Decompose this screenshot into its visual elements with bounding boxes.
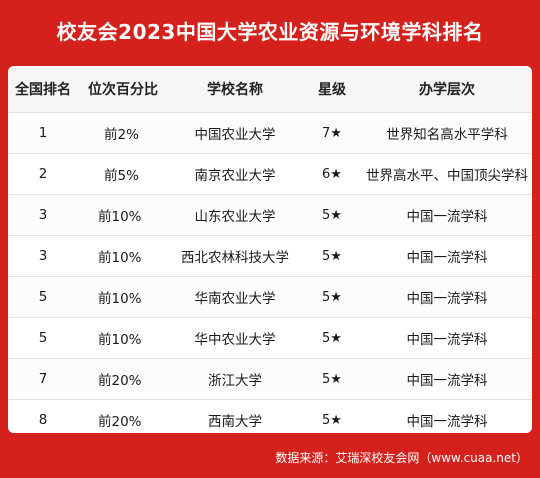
table-header-row: 全国排名 位次百分比 学校名称 星级 办学层次	[8, 66, 532, 113]
ranking-table-card: 全国排名 位次百分比 学校名称 星级 办学层次 1 前2% 中国农业大学 7★ …	[8, 66, 532, 433]
table-row: 1 前2% 中国农业大学 7★ 世界知名高水平学科	[8, 112, 532, 154]
percentile-cell: 前20%	[78, 399, 168, 433]
table-row: 8 前20% 西南大学 5★ 中国一流学科	[8, 399, 532, 433]
table-row: 3 前10% 西北农林科技大学 5★ 中国一流学科	[8, 235, 532, 277]
school-cell: 南京农业大学	[168, 153, 302, 195]
percentile-cell: 前10%	[78, 235, 168, 277]
star-cell: 5★	[302, 317, 362, 359]
rank-cell: 3	[8, 194, 78, 236]
school-cell: 西南大学	[168, 399, 302, 433]
star-cell: 5★	[302, 235, 362, 277]
star-cell: 7★	[302, 112, 362, 154]
rank-cell: 5	[8, 317, 78, 359]
percentile-cell: 前2%	[78, 112, 168, 154]
page-title: 校友会2023中国大学农业资源与环境学科排名	[56, 19, 484, 44]
data-source-note: 数据来源：艾瑞深校友会网（www.cuaa.net）	[275, 451, 528, 465]
school-cell: 浙江大学	[168, 358, 302, 400]
rank-cell: 7	[8, 358, 78, 400]
header-level: 办学层次	[362, 66, 532, 113]
table-row: 3 前10% 山东农业大学 5★ 中国一流学科	[8, 194, 532, 236]
header-rank: 全国排名	[8, 66, 78, 113]
level-cell: 中国一流学科	[362, 194, 532, 236]
percentile-cell: 前10%	[78, 276, 168, 318]
rank-cell: 5	[8, 276, 78, 318]
header-percentile: 位次百分比	[78, 66, 168, 113]
header-star: 星级	[302, 66, 362, 113]
school-cell: 华南农业大学	[168, 276, 302, 318]
star-cell: 5★	[302, 276, 362, 318]
school-cell: 山东农业大学	[168, 194, 302, 236]
level-cell: 中国一流学科	[362, 317, 532, 359]
level-cell: 世界高水平、中国顶尖学科	[362, 153, 532, 195]
rank-cell: 8	[8, 399, 78, 433]
school-cell: 西北农林科技大学	[168, 235, 302, 277]
table-row: 5 前10% 华中农业大学 5★ 中国一流学科	[8, 317, 532, 359]
table-row: 5 前10% 华南农业大学 5★ 中国一流学科	[8, 276, 532, 318]
star-cell: 5★	[302, 194, 362, 236]
percentile-cell: 前10%	[78, 317, 168, 359]
level-cell: 中国一流学科	[362, 235, 532, 277]
rank-cell: 3	[8, 235, 78, 277]
star-cell: 5★	[302, 399, 362, 433]
table-row: 7 前20% 浙江大学 5★ 中国一流学科	[8, 358, 532, 400]
header-school: 学校名称	[168, 66, 302, 113]
level-cell: 中国一流学科	[362, 276, 532, 318]
level-cell: 中国一流学科	[362, 399, 532, 433]
school-cell: 华中农业大学	[168, 317, 302, 359]
percentile-cell: 前5%	[78, 153, 168, 195]
table-row: 2 前5% 南京农业大学 6★ 世界高水平、中国顶尖学科	[8, 153, 532, 195]
level-cell: 中国一流学科	[362, 358, 532, 400]
star-cell: 5★	[302, 358, 362, 400]
rank-cell: 2	[8, 153, 78, 195]
school-cell: 中国农业大学	[168, 112, 302, 154]
level-cell: 世界知名高水平学科	[362, 112, 532, 154]
ranking-table: 全国排名 位次百分比 学校名称 星级 办学层次 1 前2% 中国农业大学 7★ …	[8, 66, 532, 433]
star-cell: 6★	[302, 153, 362, 195]
percentile-cell: 前10%	[78, 194, 168, 236]
percentile-cell: 前20%	[78, 358, 168, 400]
rank-cell: 1	[8, 112, 78, 154]
